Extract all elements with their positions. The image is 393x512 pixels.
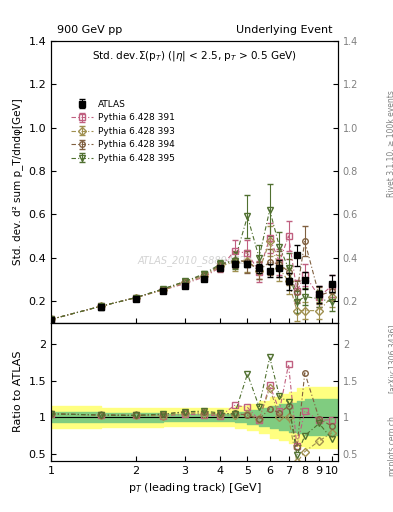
Text: Underlying Event: Underlying Event <box>236 25 332 35</box>
X-axis label: p$_T$ (leading track) [GeV]: p$_T$ (leading track) [GeV] <box>128 481 261 495</box>
Legend: ATLAS, Pythia 6.428 391, Pythia 6.428 393, Pythia 6.428 394, Pythia 6.428 395: ATLAS, Pythia 6.428 391, Pythia 6.428 39… <box>67 96 178 166</box>
Text: mcplots.cern.ch: mcplots.cern.ch <box>387 415 393 476</box>
Text: 900 GeV pp: 900 GeV pp <box>57 25 122 35</box>
Text: ATLAS_2010_S8894728: ATLAS_2010_S8894728 <box>137 255 252 266</box>
Y-axis label: Ratio to ATLAS: Ratio to ATLAS <box>13 351 23 433</box>
Text: Rivet 3.1.10, ≥ 100k events: Rivet 3.1.10, ≥ 100k events <box>387 90 393 197</box>
Text: Std. dev.$\Sigma$(p$_T$) ($|\eta|$ < 2.5, p$_T$ > 0.5 GeV): Std. dev.$\Sigma$(p$_T$) ($|\eta|$ < 2.5… <box>92 50 297 63</box>
Y-axis label: Std. dev. d² sum p_T/dndφ[GeV]: Std. dev. d² sum p_T/dndφ[GeV] <box>12 98 23 265</box>
Text: [arXiv:1306.3436]: [arXiv:1306.3436] <box>387 324 393 393</box>
